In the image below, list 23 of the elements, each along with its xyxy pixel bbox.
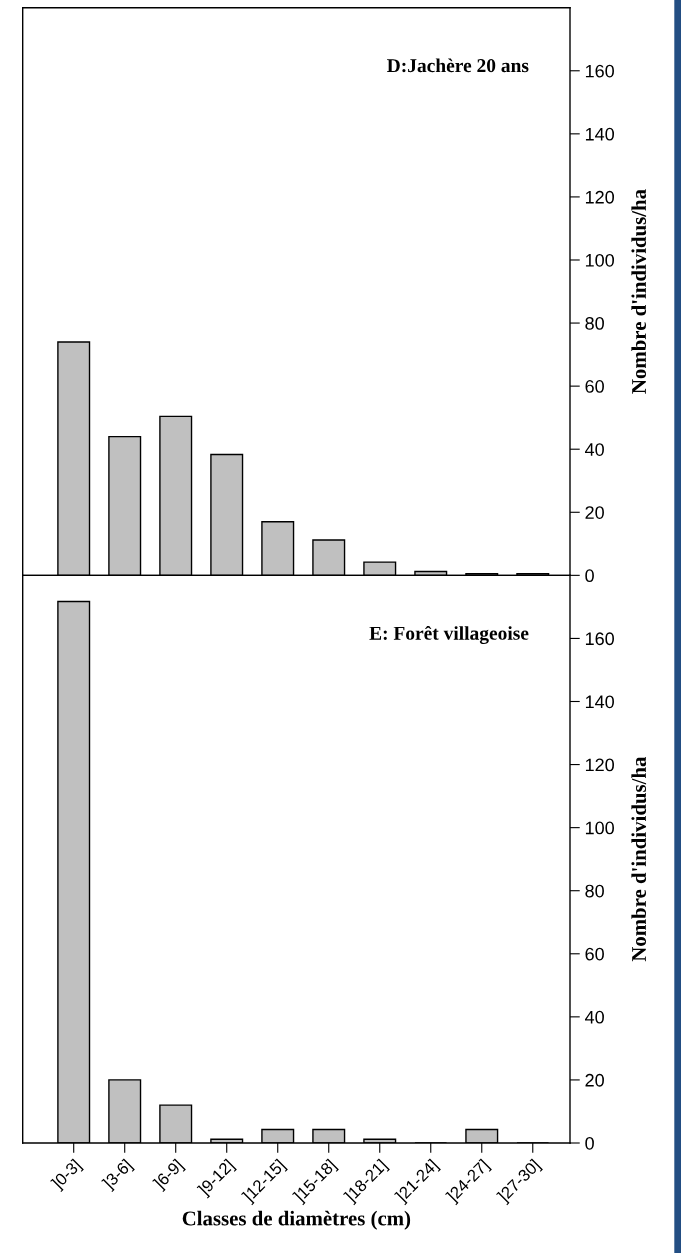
y-tick-label: 140 [585,695,614,709]
y-tick-label: 20 [585,1073,604,1087]
y-tick-label: 80 [585,884,604,898]
x-axis-title: Classes de diamètres (cm) [182,1210,411,1230]
y-tick-label: 160 [585,64,614,78]
y-tick-label: 120 [585,190,614,204]
y-tick-label: 120 [585,758,614,772]
y-tick-label: 40 [585,443,604,456]
y-tick-label: 0 [585,1136,594,1150]
y-tick-label: 100 [585,821,614,835]
y-axis-title: Nombre d'individus/ha [631,189,647,394]
y-tick-label: 80 [585,317,604,330]
y-tick-label: 100 [585,253,614,267]
y-tick-label: 20 [585,506,604,519]
text: D:Jachère 20 ans [387,58,529,73]
y-tick-label: 0 [585,569,594,583]
y-tick-label: 60 [585,947,604,961]
y-tick-label: 140 [585,127,614,141]
y-tick-label: 160 [585,632,614,646]
text: E: Forêt villageoise [369,625,529,644]
y-tick-label: 40 [585,1010,604,1024]
y-tick-label: 60 [585,380,604,393]
y-axis-title: Nombre d'individus/ha [631,756,647,962]
